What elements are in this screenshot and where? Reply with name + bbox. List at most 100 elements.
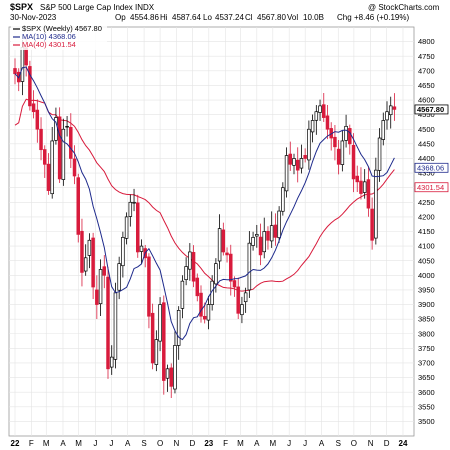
candle xyxy=(195,273,200,302)
candle-body xyxy=(98,269,103,305)
candle-body xyxy=(91,237,95,288)
candle-body xyxy=(333,136,337,148)
candle-body xyxy=(76,177,80,235)
chart-name: S&P 500 Large Cap Index xyxy=(40,3,133,12)
candle-body xyxy=(381,120,386,140)
y-tick-label: 4750 xyxy=(418,52,435,61)
vol-value: 10.0B xyxy=(303,13,324,22)
candle xyxy=(102,255,107,289)
y-tick-label: 4400 xyxy=(418,154,435,163)
candle-body xyxy=(128,201,133,217)
candle xyxy=(292,153,296,175)
candle-body xyxy=(132,201,136,204)
candle xyxy=(147,253,151,329)
candle-body xyxy=(83,257,88,272)
x-tick-label: O xyxy=(157,439,163,448)
candle-body xyxy=(344,125,348,141)
candle xyxy=(388,96,393,129)
x-tick-label: M xyxy=(237,439,244,448)
legend-ma40: MA(40) 4301.54 xyxy=(22,40,76,49)
candle xyxy=(57,107,62,183)
candle xyxy=(344,114,348,148)
candle xyxy=(136,194,140,258)
candle xyxy=(72,145,77,185)
y-tick-label: 4250 xyxy=(418,198,435,207)
op-label: Op xyxy=(115,13,126,22)
candle-body xyxy=(113,292,118,360)
candle xyxy=(333,125,337,161)
y-tick-label: 4350 xyxy=(418,169,435,178)
candle-body xyxy=(232,280,237,288)
candle-body xyxy=(292,158,296,166)
chart-date: 30-Nov-2023 xyxy=(10,13,57,22)
candle-body xyxy=(284,155,289,192)
candle xyxy=(50,126,54,199)
x-tick-label: J xyxy=(109,439,113,448)
candle-body xyxy=(374,169,378,239)
candle-body xyxy=(351,144,356,180)
candle xyxy=(80,218,84,287)
candle xyxy=(191,245,196,288)
candle-body xyxy=(154,339,159,365)
candle xyxy=(83,244,88,276)
candle-body xyxy=(225,252,229,256)
y-tick-label: 3800 xyxy=(418,329,435,338)
y-tick-label: 3750 xyxy=(418,344,435,353)
candle-body xyxy=(50,140,54,195)
y-tick-label: 3600 xyxy=(418,388,435,397)
candle-body xyxy=(136,202,140,253)
candle-body xyxy=(176,310,181,346)
hi-value: 4587.64 xyxy=(172,13,201,22)
candle xyxy=(162,295,166,395)
y-tick-label: 4150 xyxy=(418,227,435,236)
candle xyxy=(184,257,188,286)
candle-body xyxy=(61,128,66,180)
candle-body xyxy=(206,304,211,321)
candle xyxy=(113,282,118,369)
y-tick-label: 4650 xyxy=(418,81,435,90)
candle xyxy=(76,173,80,243)
candle-body xyxy=(35,109,40,130)
candle xyxy=(106,266,110,379)
candle xyxy=(229,244,233,296)
candle xyxy=(169,363,173,399)
candle-body xyxy=(139,245,144,252)
candle xyxy=(340,130,345,172)
candle xyxy=(240,296,244,324)
candle-body xyxy=(195,277,200,297)
candle xyxy=(121,231,125,278)
candle-body xyxy=(348,128,352,145)
candle xyxy=(262,217,266,259)
candle-body xyxy=(266,230,270,241)
candle-body xyxy=(173,345,177,390)
vol-label: Vol xyxy=(287,13,298,22)
candle xyxy=(35,99,40,143)
candle-body xyxy=(236,286,240,314)
y-axis: 3500 3550 3600 3650 3700 3750 3800 3850 3900 3950… xyxy=(418,37,435,426)
y-tick-label: 4000 xyxy=(418,271,435,280)
candle-body xyxy=(273,224,278,238)
candle xyxy=(251,231,255,251)
value-tag-label: 4301.54 xyxy=(417,183,444,192)
candle xyxy=(132,188,136,212)
candle xyxy=(65,115,69,137)
candle xyxy=(28,60,32,111)
cl-label: Cl xyxy=(245,13,253,22)
candle xyxy=(31,90,36,119)
candle-body xyxy=(80,230,84,273)
candle-body xyxy=(31,103,36,113)
candle xyxy=(281,182,285,216)
x-tick-label: A xyxy=(60,439,66,448)
candle xyxy=(348,124,352,155)
candle xyxy=(374,157,378,245)
chg-value: +8.46 (+0.19%) xyxy=(354,13,409,22)
candle xyxy=(322,93,326,122)
candle-body xyxy=(366,179,371,209)
x-tick-label: M xyxy=(269,439,276,448)
candle-body xyxy=(202,315,207,320)
candle-body xyxy=(251,236,255,246)
candle xyxy=(39,117,43,161)
x-tick-label: A xyxy=(319,439,325,448)
brand-watermark: @ StockCharts.com xyxy=(368,3,440,12)
candle xyxy=(385,101,389,130)
